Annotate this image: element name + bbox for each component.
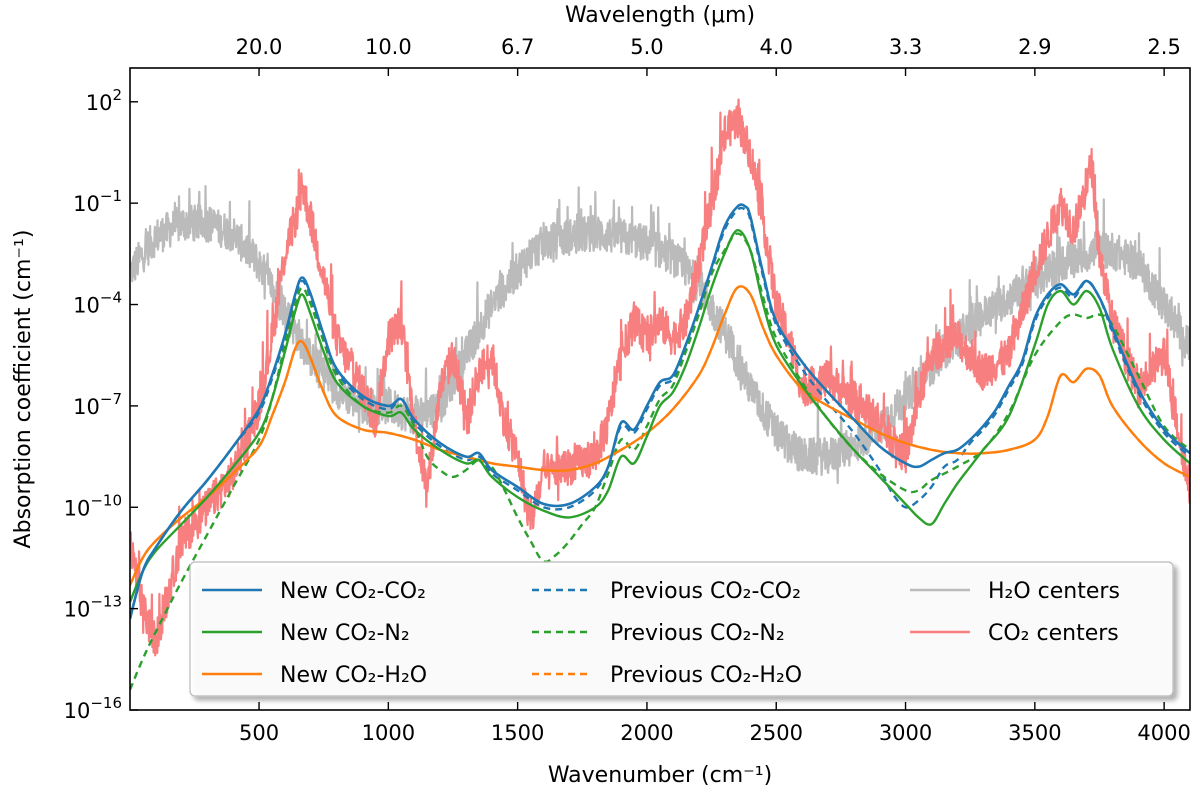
top-x-axis-label: Wavelength (μm)	[565, 3, 755, 28]
top-tick-label: 4.0	[760, 35, 793, 59]
x-tick-label: 500	[239, 721, 279, 745]
top-tick-label: 2.9	[1018, 35, 1051, 59]
ticks-layer: 500 1000 1500 2000 2500 3000 3500 4000 20.0 10.0 6…	[64, 35, 1191, 745]
x-tick-label: 2500	[750, 721, 803, 745]
x-axis-label: Wavenumber (cm⁻¹)	[548, 763, 772, 788]
top-tick-label: 3.3	[889, 35, 922, 59]
y-axis-label: Absorption coefficient (cm⁻¹)	[11, 230, 36, 549]
legend-label: Previous CO₂-CO₂	[610, 579, 801, 604]
legend-label: New CO₂-CO₂	[280, 579, 426, 604]
x-tick-label: 1500	[491, 721, 544, 745]
legend-label: Previous CO₂-N₂	[610, 621, 785, 646]
x-tick-label: 3500	[1008, 721, 1061, 745]
legend-label: New CO₂-N₂	[280, 621, 410, 646]
x-tick-label: 2000	[620, 721, 673, 745]
x-tick-label: 3000	[879, 721, 932, 745]
y-tick-label: 10−1	[73, 187, 122, 216]
y-tick-label: 10−16	[64, 694, 122, 723]
top-tick-label: 6.7	[501, 35, 534, 59]
y-tick-label: 10−10	[64, 491, 122, 520]
series-layer	[130, 98, 1190, 691]
legend-box	[189, 561, 1174, 697]
top-tick-label: 20.0	[236, 35, 283, 59]
top-tick-label: 5.0	[630, 35, 663, 59]
legend-label: H₂O centers	[988, 579, 1120, 604]
series-new_co2_h2o	[130, 285, 1190, 586]
y-tick-label: 10−13	[64, 593, 122, 622]
y-tick-label: 10−7	[73, 390, 122, 419]
series-prev_co2_n2	[130, 232, 1190, 691]
top-tick-label: 2.5	[1147, 35, 1180, 59]
legend-label: New CO₂-H₂O	[280, 663, 427, 688]
legend-label: CO₂ centers	[988, 621, 1119, 646]
plot-frame	[129, 67, 1191, 711]
series-new_co2_n2	[130, 229, 1190, 603]
series-co2_centers	[130, 98, 1190, 657]
x-tick-label: 4000	[1137, 721, 1190, 745]
legend-label: Previous CO₂-H₂O	[610, 663, 802, 688]
legend: New CO₂-CO₂ New CO₂-N₂ New CO₂-H₂O Previous…	[189, 561, 1174, 697]
series-new_co2_co2	[130, 203, 1190, 620]
x-tick-label: 1000	[362, 721, 415, 745]
y-tick-label: 102	[86, 86, 122, 115]
top-tick-label: 10.0	[365, 35, 412, 59]
y-tick-label: 10−4	[73, 289, 122, 318]
